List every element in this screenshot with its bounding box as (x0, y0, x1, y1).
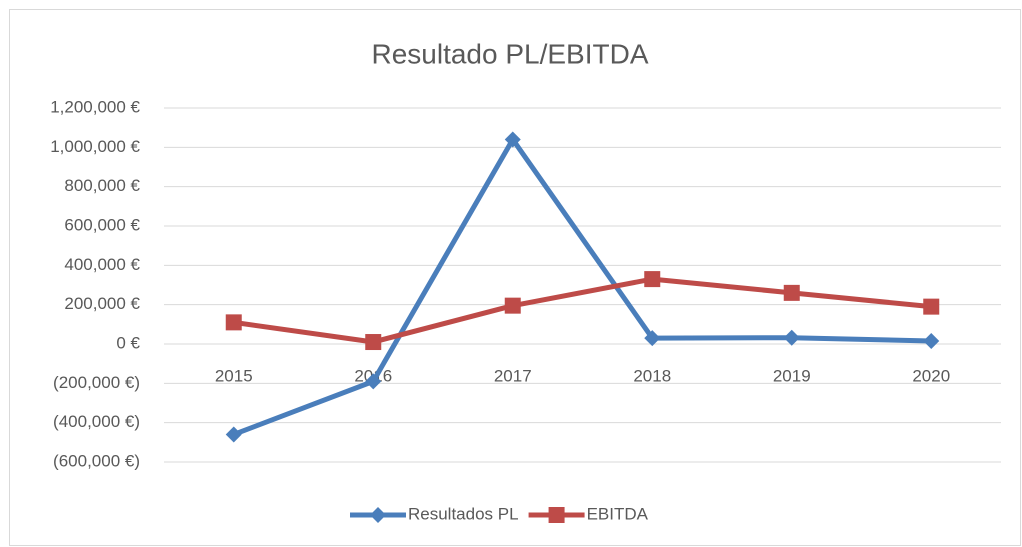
y-tick-label: 800,000 € (64, 176, 140, 195)
series-line (232, 136, 932, 437)
data-point (225, 426, 242, 443)
y-tick-label: 400,000 € (64, 255, 140, 274)
y-tick-label: (200,000 €) (53, 373, 140, 392)
data-point (225, 314, 242, 331)
data-point (783, 329, 800, 346)
data-point (923, 298, 940, 315)
y-tick-label: (600,000 €) (53, 451, 140, 470)
x-tick-label: 2020 (912, 366, 950, 385)
series-line (233, 276, 932, 345)
y-tick-label: 1,200,000 € (50, 97, 140, 116)
y-tick-label: 200,000 € (64, 294, 140, 313)
y-tick-label: (400,000 €) (53, 412, 140, 431)
chart-border (9, 9, 1021, 546)
data-point (783, 284, 800, 301)
y-tick-label: 1,000,000 € (50, 137, 140, 156)
x-tick-label: 2017 (494, 366, 532, 385)
legend-marker (370, 507, 386, 523)
x-tick-label: 2018 (633, 366, 671, 385)
legend-label: EBITDA (587, 504, 649, 523)
legend-label: Resultados PL (408, 504, 519, 523)
x-tick-label: 2015 (215, 366, 253, 385)
data-point (923, 333, 940, 350)
y-tick-label: 600,000 € (64, 215, 140, 234)
legend-marker (548, 507, 565, 523)
data-point (644, 330, 661, 347)
data-point (644, 271, 661, 288)
data-point (365, 373, 382, 390)
data-point (365, 334, 382, 351)
data-point (504, 297, 521, 314)
x-tick-label: 2019 (773, 366, 811, 385)
data-point (504, 131, 521, 148)
y-tick-label: 0 € (116, 333, 140, 352)
chart-title: Resultado PL/EBITDA (371, 38, 648, 69)
